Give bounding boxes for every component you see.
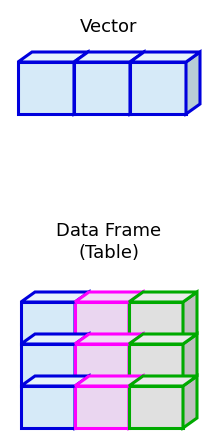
Polygon shape [75,376,143,386]
Polygon shape [186,52,200,114]
Polygon shape [129,376,143,428]
Polygon shape [74,52,88,114]
Polygon shape [21,302,75,344]
Polygon shape [74,62,130,114]
Polygon shape [129,302,183,344]
Polygon shape [75,292,143,302]
Polygon shape [129,292,197,302]
Polygon shape [75,292,89,344]
Polygon shape [183,334,197,386]
Polygon shape [75,302,129,344]
Polygon shape [129,334,143,386]
Polygon shape [129,344,183,386]
Polygon shape [21,334,89,344]
Polygon shape [129,386,183,428]
Polygon shape [129,334,197,344]
Polygon shape [129,292,143,344]
Polygon shape [21,344,75,386]
Polygon shape [75,344,129,386]
Polygon shape [183,376,197,428]
Polygon shape [130,52,200,62]
Polygon shape [130,52,144,114]
Polygon shape [75,376,89,428]
Polygon shape [75,386,129,428]
Polygon shape [75,334,143,344]
Polygon shape [130,62,186,114]
Polygon shape [75,334,89,386]
Text: Data Frame
(Table): Data Frame (Table) [56,222,162,262]
Polygon shape [129,376,197,386]
Text: Vector: Vector [80,18,138,36]
Polygon shape [21,386,75,428]
Polygon shape [21,292,89,302]
Polygon shape [74,52,144,62]
Polygon shape [18,62,74,114]
Polygon shape [18,52,88,62]
Polygon shape [21,376,89,386]
Polygon shape [183,292,197,344]
